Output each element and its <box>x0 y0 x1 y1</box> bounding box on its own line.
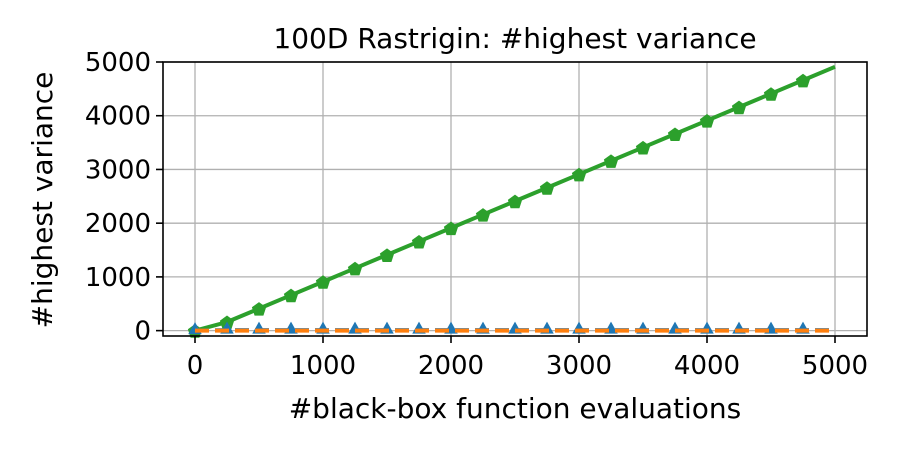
data-point-marker <box>603 154 619 168</box>
data-point-marker <box>731 100 747 115</box>
data-point-marker <box>539 181 555 195</box>
x-tick-label: 1000 <box>290 351 356 381</box>
ticks-layer: 0 1000 2000 3000 4000 5000 0 1000 2000 3000 4000 50… <box>85 48 868 381</box>
x-tick-label: 0 <box>187 351 204 381</box>
x-tick-label: 4000 <box>674 351 740 381</box>
data-point-marker <box>571 167 587 182</box>
data-point-marker <box>667 127 683 142</box>
data-point-marker <box>795 73 811 88</box>
data-point-marker <box>507 194 523 209</box>
y-tick-label: 1000 <box>85 263 151 293</box>
data-point-marker <box>443 221 459 236</box>
data-point-marker <box>379 248 395 262</box>
data-point-marker <box>251 302 267 316</box>
plot-frame <box>162 61 868 337</box>
data-point-marker <box>475 208 491 222</box>
data-point-marker <box>699 114 715 128</box>
y-tick-label: 5000 <box>85 48 151 78</box>
data-point-marker <box>283 288 299 303</box>
data-point-marker <box>763 87 779 101</box>
x-tick-label: 2000 <box>418 351 484 381</box>
data-point-marker <box>411 234 427 249</box>
y-tick-label: 0 <box>134 317 151 347</box>
y-tick-label: 4000 <box>85 102 151 132</box>
y-tick-label: 2000 <box>85 209 151 239</box>
data-point-marker <box>635 140 651 155</box>
series-layer <box>187 64 836 338</box>
x-axis-label: #black-box function evaluations <box>289 392 742 425</box>
data-point-marker <box>315 275 331 289</box>
chart-title: 100D Rastrigin: #highest variance <box>273 22 756 55</box>
y-tick-label: 3000 <box>85 155 151 185</box>
data-point-marker <box>347 261 363 276</box>
x-tick-label: 3000 <box>546 351 612 381</box>
y-axis-label: #highest variance <box>26 72 59 329</box>
x-tick-label: 5000 <box>802 351 868 381</box>
